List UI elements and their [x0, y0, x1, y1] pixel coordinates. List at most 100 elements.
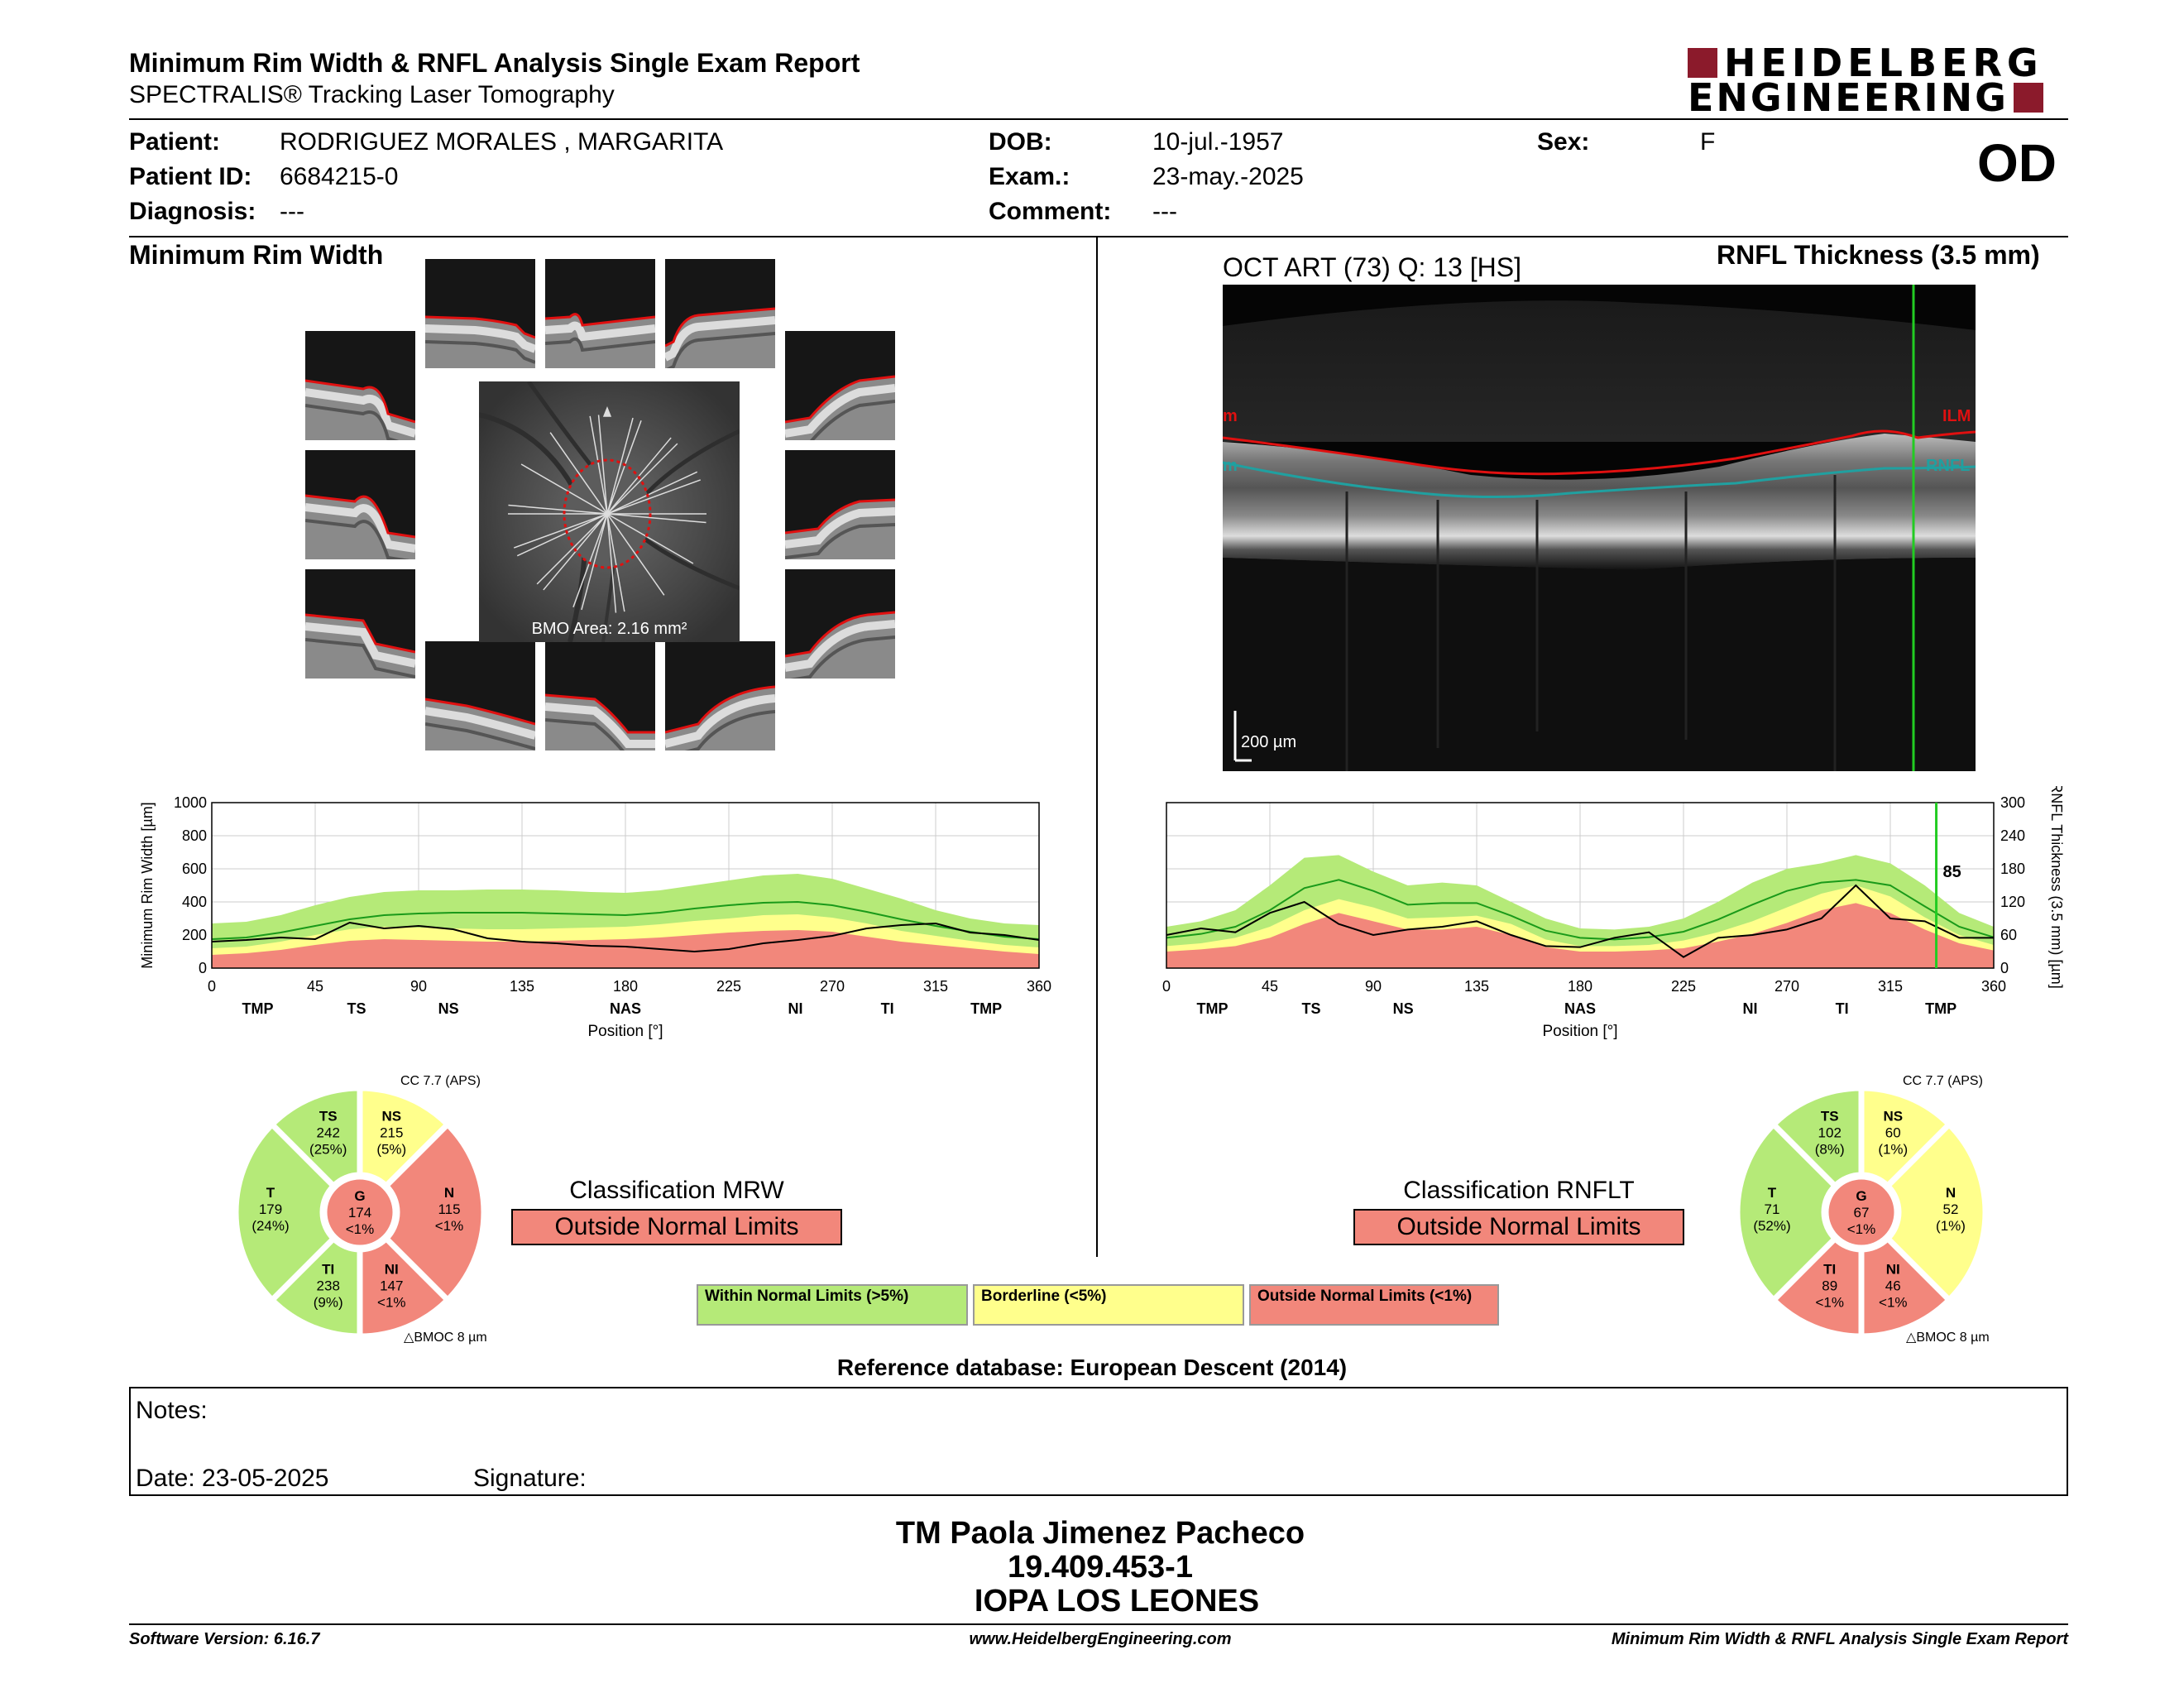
x-tick-label: 315	[1878, 978, 1903, 995]
fundus-image: BMO Area: 2.16 mm²	[479, 381, 740, 642]
sector-value: 215	[380, 1125, 403, 1141]
patient-name: RODRIGUEZ MORALES , MARGARITA	[280, 128, 724, 156]
brand-line2: ENGINEERING	[1688, 75, 2009, 120]
footer-rule	[129, 1623, 2068, 1625]
signoff-name: TM Paola Jimenez Pacheco	[895, 1516, 1305, 1551]
x-tick-label: 360	[1981, 978, 2006, 995]
x-tick-label: 270	[1774, 978, 1799, 995]
mrw-profile-chart: 0 200 400 600 800 1000 0 45 90 135 180 225 270 315 360…	[139, 794, 1051, 1040]
sector-percent: <1%	[435, 1218, 464, 1234]
ilm-left-tag: m	[1223, 407, 1238, 425]
sector-label: TI	[322, 1261, 334, 1277]
ilm-tag: ILM	[1942, 407, 1971, 425]
sector-axis-label: TMP	[970, 1000, 1002, 1017]
y-axis-label: RNFL Thickness (3.5 mm) [µm]	[2048, 786, 2065, 989]
sector-value: 238	[317, 1278, 340, 1293]
sector-axis-label: NI	[788, 1000, 803, 1017]
comment-value: ---	[1152, 198, 1177, 225]
notes-box[interactable]: Notes: Date: 23-05-2025 Signature:	[129, 1387, 2068, 1496]
sector-percent: <1%	[377, 1294, 406, 1310]
rnfl-bmoc-label: △BMOC 8 µm	[1906, 1329, 1990, 1345]
patient-id: 6684215-0	[280, 163, 399, 190]
x-tick-label: 90	[1365, 978, 1382, 995]
patient-rule	[129, 236, 2068, 237]
sector-percent: <1%	[1815, 1294, 1844, 1310]
y-tick-label: 400	[182, 894, 207, 910]
sector-label: NI	[385, 1261, 399, 1277]
sector-label: NS	[1883, 1109, 1903, 1125]
x-tick-label: 180	[1568, 978, 1592, 995]
bscan-thumbnail	[665, 641, 775, 750]
sex-label: Sex:	[1537, 128, 1590, 156]
eye-label: OD	[1977, 133, 2057, 193]
report-title: Minimum Rim Width & RNFL Analysis Single…	[129, 48, 860, 78]
mrw-sector-chart: NS215(5%)N115<1%NI147<1%TI238(9%)T179(24…	[232, 1085, 487, 1340]
diagnosis-label: Diagnosis:	[129, 198, 256, 225]
dob-value: 10-jul.-1957	[1152, 128, 1284, 156]
sector-label: TS	[1821, 1109, 1839, 1125]
y-tick-label: 120	[2000, 894, 2025, 910]
sector-percent: (1%)	[1878, 1142, 1908, 1158]
bscan-thumbnail	[305, 569, 415, 679]
y-tick-label: 1000	[174, 794, 207, 811]
sector-percent: (5%)	[376, 1142, 406, 1158]
rnfl-left-tag: m	[1223, 457, 1238, 475]
y-tick-label: 60	[2000, 927, 2017, 943]
bscan-thumbnail	[305, 331, 415, 440]
x-tick-label: 225	[716, 978, 741, 995]
sector-percent: <1%	[1847, 1221, 1876, 1237]
rnfl-profile-chart: 0 60 120 180 240 300 0 45 90 135 180 225 270 315 360 TM…	[1162, 786, 2065, 1040]
sector-label: G	[354, 1188, 365, 1204]
y-tick-label: 600	[182, 861, 207, 877]
y-tick-label: 800	[182, 827, 207, 844]
sector-value: 174	[348, 1205, 371, 1220]
sector-value: 89	[1822, 1278, 1837, 1293]
sector-axis-label: NS	[438, 1000, 459, 1017]
legend-borderline: Borderline (<5%)	[973, 1284, 1244, 1326]
notes-label: Notes:	[136, 1397, 208, 1424]
x-tick-label: 135	[510, 978, 534, 995]
x-tick-label: 90	[410, 978, 427, 995]
y-tick-label: 0	[199, 960, 207, 976]
signoff-institution: IOPA LOS LEONES	[974, 1584, 1260, 1618]
brand-logo: HEIDELBERG ENGINEERING	[1688, 41, 2068, 120]
patient-label: Patient:	[129, 128, 221, 156]
legend-outside: Outside Normal Limits (<1%)	[1249, 1284, 1499, 1326]
software-version: Software Version: 6.16.7	[129, 1630, 320, 1648]
legend-within: Within Normal Limits (>5%)	[697, 1284, 968, 1326]
sector-axis-label: TMP	[242, 1000, 274, 1017]
normal-median-line	[211, 900, 1040, 940]
x-tick-label: 0	[208, 978, 216, 995]
sector-label: NI	[1886, 1261, 1900, 1277]
sector-percent: (52%)	[1753, 1218, 1790, 1234]
bscan-thumbnail	[545, 641, 655, 750]
delta-icon: △	[404, 1331, 414, 1345]
sector-value: 67	[1854, 1205, 1870, 1220]
sector-percent: (25%)	[309, 1142, 347, 1158]
mrw-bmoc-text: BMOC 8 µm	[414, 1331, 487, 1345]
sector-percent: (9%)	[314, 1294, 343, 1310]
sector-axis-label: NAS	[610, 1000, 641, 1017]
rnfl-classification-title: Classification RNFLT	[1403, 1177, 1635, 1204]
header-rule	[129, 118, 2068, 120]
dob-label: DOB:	[989, 128, 1052, 156]
brand-square-bottom	[2013, 83, 2043, 113]
mrw-classification-title: Classification MRW	[569, 1177, 784, 1204]
bscan-thumbnail	[785, 331, 895, 440]
sector-label: T	[1768, 1185, 1777, 1201]
sector-label: N	[1946, 1185, 1956, 1201]
mrw-classification-badge: Outside Normal Limits	[511, 1209, 842, 1245]
sector-percent: (1%)	[1936, 1218, 1966, 1234]
sector-value: 179	[259, 1201, 282, 1217]
sector-label: TS	[319, 1109, 338, 1125]
sector-axis-label: TMP	[1925, 1000, 1956, 1017]
rnfl-section-title: RNFL Thickness (3.5 mm)	[1717, 240, 2040, 270]
cursor-value: 85	[1943, 863, 1961, 881]
x-tick-label: 45	[1262, 978, 1278, 995]
sector-label: TI	[1823, 1261, 1836, 1277]
sector-value: 115	[438, 1201, 460, 1217]
brand-line1: HEIDELBERG	[1724, 41, 2043, 85]
sector-label: NS	[381, 1109, 401, 1125]
signoff-id: 19.409.453-1	[1008, 1550, 1193, 1585]
oct-bscan-image: m ILM m RNFL 200 µm	[1223, 285, 1976, 771]
